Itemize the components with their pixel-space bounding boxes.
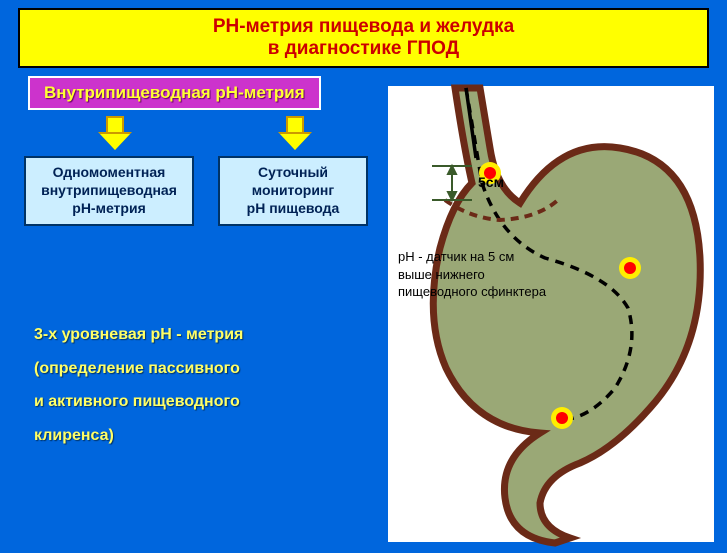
caption-l1: рН - датчик на 5 см	[398, 248, 546, 266]
bluetext-l4: клиренса)	[34, 419, 243, 453]
arrow-group	[40, 116, 370, 156]
title-bar: РН-метрия пищевода и желудка в диагности…	[18, 8, 709, 68]
title-line-1: РН-метрия пищевода и желудка	[30, 16, 697, 38]
bluetext-l2: (определение пассивного	[34, 352, 243, 386]
box-left-l3: рН-метрия	[72, 200, 145, 216]
caption-l3: пищеводного сфинктера	[398, 283, 546, 301]
box-right-l1: Суточный	[258, 164, 328, 180]
arrow-left	[100, 116, 130, 152]
bluetext-l3: и активного пищеводного	[34, 385, 243, 419]
title-line-2: в диагностике ГПОД	[30, 38, 697, 60]
arrow-right	[280, 116, 310, 152]
box-left-l2: внутрипищеводная	[41, 182, 177, 198]
bluetext-l1: 3-х уровневая рН - метрия	[34, 318, 243, 352]
diagram-panel	[388, 86, 714, 542]
box-right-l2: мониторинг	[252, 182, 334, 198]
dim-label: 5см	[478, 174, 504, 190]
box-right: Суточный мониторинг рН пищевода	[218, 156, 368, 226]
box-right-l3: рН пищевода	[247, 200, 340, 216]
box-left-l1: Одномоментная	[53, 164, 166, 180]
subtitle-bar: Внутрипищеводная рН-метрия	[28, 76, 321, 110]
bluetext-block: 3-х уровневая рН - метрия (определение п…	[34, 318, 243, 452]
caption-l2: выше нижнего	[398, 266, 546, 284]
box-left: Одномоментная внутрипищеводная рН-метрия	[24, 156, 194, 226]
subtitle-text: Внутрипищеводная рН-метрия	[44, 83, 305, 102]
caption-block: рН - датчик на 5 см выше нижнего пищевод…	[398, 248, 546, 301]
